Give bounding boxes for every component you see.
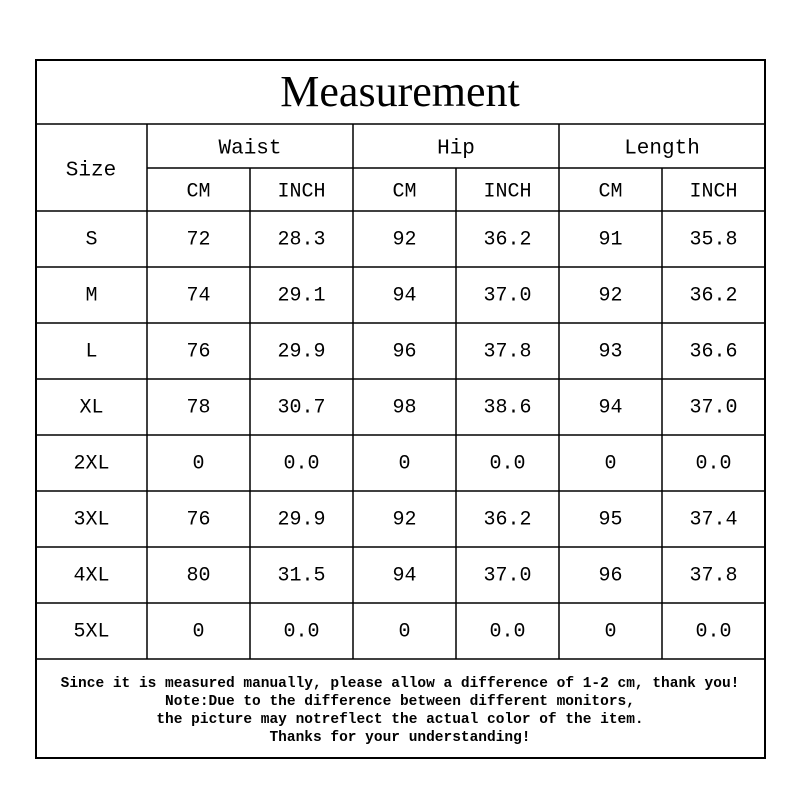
cell: 80 bbox=[186, 564, 210, 587]
cell: 36.6 bbox=[689, 340, 737, 363]
cell: XL bbox=[79, 396, 103, 419]
cell: 0 bbox=[398, 452, 410, 475]
cell: 0.0 bbox=[283, 620, 319, 643]
cell: 29.9 bbox=[277, 340, 325, 363]
title: Measurement bbox=[280, 67, 519, 116]
cell: S bbox=[85, 228, 97, 251]
unit-header: CM bbox=[598, 180, 622, 203]
cell: 0.0 bbox=[695, 620, 731, 643]
cell: 31.5 bbox=[277, 564, 325, 587]
cell: 37.0 bbox=[483, 284, 531, 307]
cell: 76 bbox=[186, 340, 210, 363]
cell: 74 bbox=[186, 284, 210, 307]
cell: 76 bbox=[186, 508, 210, 531]
cell: 29.1 bbox=[277, 284, 325, 307]
cell: 72 bbox=[186, 228, 210, 251]
cell: 92 bbox=[392, 228, 416, 251]
cell: 4XL bbox=[73, 564, 109, 587]
cell: 36.2 bbox=[483, 228, 531, 251]
cell: M bbox=[85, 284, 97, 307]
cell: 91 bbox=[598, 228, 622, 251]
cell: 0 bbox=[192, 620, 204, 643]
cell: 94 bbox=[598, 396, 622, 419]
cell: 0.0 bbox=[283, 452, 319, 475]
cell: 0 bbox=[604, 620, 616, 643]
cell: 78 bbox=[186, 396, 210, 419]
cell: 3XL bbox=[73, 508, 109, 531]
cell: 94 bbox=[392, 284, 416, 307]
outer-border bbox=[35, 59, 766, 759]
cell: 0 bbox=[398, 620, 410, 643]
unit-header: INCH bbox=[277, 180, 325, 203]
cell: 38.6 bbox=[483, 396, 531, 419]
note: the picture may notreflect the actual co… bbox=[156, 712, 643, 728]
cell: 0 bbox=[604, 452, 616, 475]
cell: 28.3 bbox=[277, 228, 325, 251]
cell: 37.4 bbox=[689, 508, 737, 531]
unit-header: INCH bbox=[483, 180, 531, 203]
cell: L bbox=[85, 340, 97, 363]
unit-header: CM bbox=[392, 180, 416, 203]
cell: 96 bbox=[598, 564, 622, 587]
unit-header: CM bbox=[186, 180, 210, 203]
note: Note:Due to the difference between diffe… bbox=[165, 694, 635, 710]
note: Thanks for your understanding! bbox=[269, 730, 530, 746]
cell: 2XL bbox=[73, 452, 109, 475]
unit-header: INCH bbox=[689, 180, 737, 203]
cell: 29.9 bbox=[277, 508, 325, 531]
size-header: Size bbox=[66, 160, 116, 183]
cell: 96 bbox=[392, 340, 416, 363]
cell: 0.0 bbox=[489, 452, 525, 475]
cell: 37.0 bbox=[689, 396, 737, 419]
note: Since it is measured manually, please al… bbox=[61, 676, 740, 692]
cell: 37.8 bbox=[689, 564, 737, 587]
cell: 92 bbox=[392, 508, 416, 531]
group-header: Hip bbox=[437, 138, 475, 161]
cell: 37.0 bbox=[483, 564, 531, 587]
cell: 30.7 bbox=[277, 396, 325, 419]
cell: 0.0 bbox=[695, 452, 731, 475]
cell: 94 bbox=[392, 564, 416, 587]
cell: 35.8 bbox=[689, 228, 737, 251]
group-header: Length bbox=[624, 138, 700, 161]
cell: 92 bbox=[598, 284, 622, 307]
cell: 36.2 bbox=[689, 284, 737, 307]
cell: 95 bbox=[598, 508, 622, 531]
cell: 37.8 bbox=[483, 340, 531, 363]
cell: 0 bbox=[192, 452, 204, 475]
cell: 98 bbox=[392, 396, 416, 419]
group-header: Waist bbox=[218, 138, 281, 161]
cell: 93 bbox=[598, 340, 622, 363]
cell: 36.2 bbox=[483, 508, 531, 531]
cell: 0.0 bbox=[489, 620, 525, 643]
cell: 5XL bbox=[73, 620, 109, 643]
